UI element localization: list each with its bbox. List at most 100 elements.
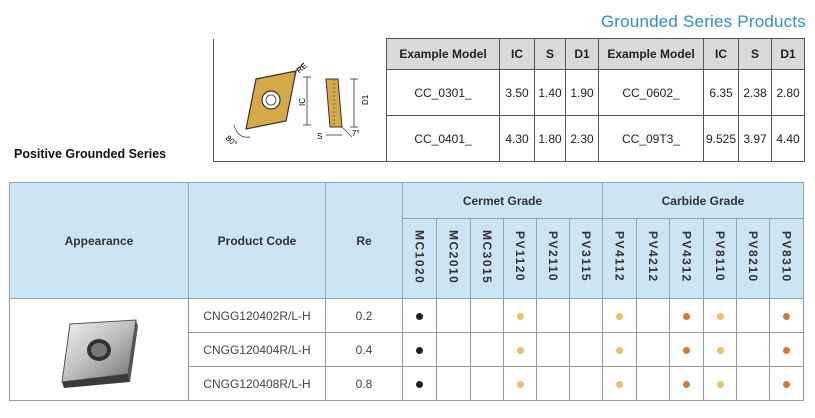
grade-header: PV8110: [703, 218, 737, 299]
gold-dot-icon: [516, 346, 524, 354]
grade-cell: [636, 332, 670, 367]
ex-header-model-2: Example Model: [598, 38, 704, 70]
header-re: Re: [325, 182, 403, 299]
grade-cell: [436, 332, 471, 367]
grade-label: PV8210: [746, 231, 760, 283]
grade-header: PV2110: [536, 218, 570, 299]
product-code-cell: CNGG120402R/L-H: [188, 298, 326, 333]
grade-cell: [402, 332, 437, 367]
grade-cell: [536, 298, 570, 333]
grade-cell: [470, 298, 504, 333]
re-cell: 0.8: [325, 366, 403, 401]
grade-cell: [569, 298, 603, 333]
angle-80-label: 80°: [224, 134, 239, 149]
grade-cell: [569, 332, 603, 367]
grade-label: MC1020: [412, 229, 427, 285]
gold-dot-icon: [516, 312, 524, 320]
grade-label: PV4312: [679, 231, 694, 283]
grade-cell: [636, 366, 670, 401]
grade-cell: [736, 366, 770, 401]
ex-cell: CC_09T3_: [598, 115, 704, 162]
grade-label: PV3115: [579, 231, 593, 283]
grade-cell: [503, 332, 537, 367]
orange-dot-icon: [783, 346, 790, 354]
ex-cell: 2.80: [771, 69, 805, 116]
ex-header-s-2: S: [738, 38, 772, 70]
gold-dot-icon: [616, 346, 623, 354]
ex-cell: 2.38: [738, 69, 772, 116]
grade-header: MC3015: [470, 218, 504, 299]
gold-dot-icon: [716, 380, 724, 388]
grade-cell: [470, 366, 504, 401]
grade-cell: [703, 332, 737, 367]
grade-header: MC1020: [402, 218, 437, 299]
header-cermet-grade: Cermet Grade: [402, 182, 603, 219]
ex-cell: 3.97: [738, 115, 772, 162]
ex-cell: 3.50: [499, 69, 535, 116]
grade-label: PV2110: [546, 231, 560, 283]
ex-cell: 2.30: [565, 115, 599, 162]
grade-header: PV4112: [602, 218, 637, 299]
angle-7-label: 7°: [352, 129, 360, 138]
insert-product-image: [61, 319, 138, 388]
grade-cell: [736, 332, 770, 367]
grade-cell: [436, 298, 471, 333]
grade-cell: [402, 298, 437, 333]
ex-cell: 1.80: [534, 115, 566, 162]
orange-dot-icon: [683, 312, 690, 320]
ex-cell: 1.90: [565, 69, 599, 116]
re-cell: 0.2: [325, 298, 403, 333]
grade-cell: [503, 366, 537, 401]
insert-dimension-diagram: RE IC D1 S: [224, 61, 370, 149]
ex-cell: 4.40: [771, 115, 805, 162]
grade-label: PV8110: [713, 231, 727, 283]
orange-dot-icon: [683, 380, 690, 388]
orange-dot-icon: [683, 346, 690, 354]
gold-dot-icon: [516, 380, 524, 388]
example-table: RE IC D1 S: [213, 38, 805, 162]
grade-header: MC2010: [436, 218, 471, 299]
orange-dot-icon: [783, 380, 790, 388]
grade-header: PV1120: [503, 218, 537, 299]
grade-label: PV4112: [612, 231, 627, 283]
ic-label: IC: [298, 98, 307, 106]
grade-label: MC2010: [446, 229, 461, 285]
gold-dot-icon: [716, 346, 724, 354]
insert-diagram: RE IC D1 S: [213, 38, 387, 162]
d1-label: D1: [361, 94, 370, 105]
ex-cell: 1.40: [534, 69, 566, 116]
ex-row-1: CC_0301_ 3.50 1.40 1.90 CC_0602_ 6.35 2.…: [214, 69, 805, 116]
grade-cell: [669, 366, 704, 401]
grade-cell: [769, 332, 804, 367]
grade-cell: [636, 298, 670, 333]
grade-cell: [536, 332, 570, 367]
gold-dot-icon: [616, 312, 623, 320]
grade-header: PV3115: [569, 218, 603, 299]
ex-cell: 9.525: [703, 115, 739, 162]
ex-cell: CC_0301_: [386, 69, 500, 116]
grade-cell: [503, 298, 537, 333]
orange-dot-icon: [783, 312, 790, 320]
black-dot-icon: [416, 380, 423, 388]
series-label: Positive Grounded Series: [14, 147, 167, 161]
ex-row-2: CC_0401_ 4.30 1.80 2.30 CC_09T3_ 9.525 3…: [214, 115, 805, 162]
ex-cell: CC_0401_: [386, 115, 500, 162]
grade-header: PV8310: [769, 218, 804, 299]
grade-cell: [436, 366, 471, 401]
grade-label: PV8310: [779, 231, 794, 283]
grade-cell: [669, 298, 704, 333]
page-title: Grounded Series Products: [600, 12, 806, 31]
gold-dot-icon: [616, 380, 623, 388]
grade-cell: [402, 366, 437, 401]
product-code-cell: CNGG120408R/L-H: [188, 366, 326, 401]
table-row: CNGG120408R/L-H 0.8: [10, 366, 804, 401]
product-code-cell: CNGG120404R/L-H: [188, 332, 326, 367]
ex-header-ic-2: IC: [703, 38, 739, 70]
grade-cell: [769, 298, 804, 333]
ex-header-d1-1: D1: [565, 38, 599, 70]
ex-cell: CC_0602_: [598, 69, 704, 116]
grade-cell: [569, 366, 603, 401]
ex-header-ic-1: IC: [499, 38, 535, 70]
grade-cell: [703, 366, 737, 401]
grade-cell: [602, 298, 637, 333]
